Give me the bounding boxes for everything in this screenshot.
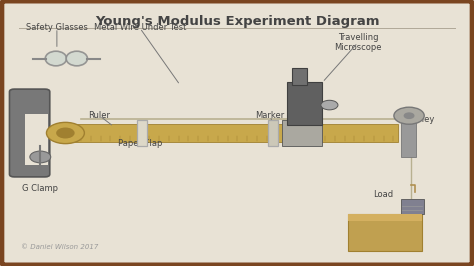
FancyBboxPatch shape	[401, 120, 416, 157]
Circle shape	[30, 151, 51, 163]
Text: Travelling
Microscope: Travelling Microscope	[334, 33, 382, 52]
Text: Young's Modulus Experiment Diagram: Young's Modulus Experiment Diagram	[95, 15, 379, 28]
Text: Marker: Marker	[255, 111, 285, 120]
Text: Mass Catcher: Mass Catcher	[351, 220, 408, 229]
Text: G Clamp: G Clamp	[22, 184, 58, 193]
Circle shape	[404, 113, 414, 118]
Text: Ruler: Ruler	[89, 111, 110, 120]
Ellipse shape	[66, 51, 87, 66]
FancyBboxPatch shape	[9, 89, 50, 177]
FancyBboxPatch shape	[25, 114, 48, 165]
Circle shape	[321, 100, 338, 110]
Circle shape	[46, 122, 84, 144]
FancyBboxPatch shape	[268, 120, 278, 146]
Circle shape	[57, 128, 74, 138]
FancyBboxPatch shape	[348, 214, 422, 221]
FancyBboxPatch shape	[57, 124, 398, 142]
FancyBboxPatch shape	[287, 82, 322, 125]
FancyBboxPatch shape	[348, 214, 422, 251]
Ellipse shape	[46, 51, 66, 66]
FancyBboxPatch shape	[292, 68, 307, 85]
Text: Load: Load	[374, 190, 393, 199]
FancyBboxPatch shape	[282, 120, 322, 146]
Text: © Daniel Wilson 2017: © Daniel Wilson 2017	[21, 244, 99, 250]
Text: Paper Flap: Paper Flap	[118, 139, 162, 148]
FancyBboxPatch shape	[401, 199, 424, 214]
Text: Pulley: Pulley	[409, 115, 435, 124]
Circle shape	[394, 107, 424, 124]
FancyBboxPatch shape	[137, 120, 147, 146]
Text: Safety Glasses: Safety Glasses	[26, 23, 88, 32]
Text: Metal Wire Under Test: Metal Wire Under Test	[94, 23, 186, 32]
